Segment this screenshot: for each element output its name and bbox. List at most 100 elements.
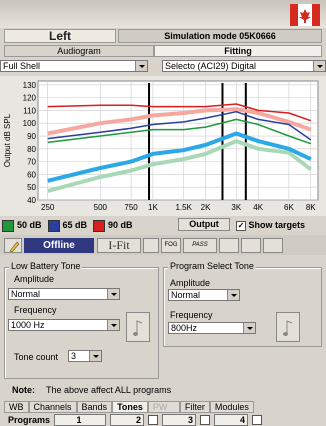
select[interactable]: 3 xyxy=(68,350,102,362)
dropdown-arrow xyxy=(243,323,255,333)
checkbox[interactable] xyxy=(252,415,262,425)
y-tick-label: 70 xyxy=(27,158,36,167)
header-bar xyxy=(0,0,326,28)
settings-button[interactable] xyxy=(263,238,283,253)
field-label: Amplitude xyxy=(170,278,211,288)
x-tick-label: 3K xyxy=(231,203,241,212)
legend-item: 50 dB xyxy=(2,219,42,232)
legend-label: 90 dB xyxy=(108,220,133,230)
select-value: Normal xyxy=(171,290,201,300)
dropdown-arrow xyxy=(313,61,325,71)
select[interactable]: Full Shell xyxy=(0,60,148,72)
x-tick-label: 1K xyxy=(148,203,158,212)
legend-swatch xyxy=(47,219,60,232)
field-label: Tone count xyxy=(14,352,59,362)
tab-active[interactable]: Fitting xyxy=(154,45,322,57)
select-value: Selecto (ACI29) Digital xyxy=(165,61,257,71)
legend-item: 65 dB xyxy=(47,219,88,232)
tab[interactable]: Filter xyxy=(179,401,210,413)
note-text: The above affect ALL programs xyxy=(46,385,172,395)
series-line xyxy=(47,110,312,141)
tab[interactable]: WB xyxy=(4,401,29,413)
select-value: 1000 Hz xyxy=(11,320,45,330)
tab[interactable]: Channels xyxy=(28,401,77,413)
checkbox[interactable] xyxy=(148,415,158,425)
y-tick-label: 110 xyxy=(23,106,36,115)
offline-button[interactable]: Offline xyxy=(24,238,94,253)
group-title: Program Select Tone xyxy=(168,261,256,271)
y-tick-label: 90 xyxy=(27,132,36,141)
x-tick-label: 4K xyxy=(253,203,263,212)
y-tick-label: 40 xyxy=(27,196,36,205)
program-button[interactable]: 3 xyxy=(162,414,196,426)
show-targets[interactable]: ✓ Show targets xyxy=(236,219,326,231)
series-line xyxy=(47,131,312,183)
legend-swatch xyxy=(93,219,106,232)
checkbox[interactable] xyxy=(200,415,210,425)
y-tick-label: 120 xyxy=(23,94,37,103)
edit-button[interactable] xyxy=(4,238,22,253)
legend-label: 50 dB xyxy=(17,220,42,230)
copy-button[interactable] xyxy=(143,238,159,253)
select-value: 3 xyxy=(71,351,77,361)
dropdown-arrow xyxy=(135,61,147,71)
tab-active[interactable]: Tones xyxy=(112,401,148,413)
field-label: Frequency xyxy=(170,310,213,320)
select[interactable]: Normal xyxy=(168,289,240,301)
field-label: Frequency xyxy=(14,305,57,315)
field-label: Amplitude xyxy=(14,274,55,284)
chart: 40 50 60 70 80 90 100 110 120 130 250 500 750 1K 1.5K 2… xyxy=(0,76,326,216)
undo-button[interactable] xyxy=(219,238,239,253)
dropdown-arrow xyxy=(227,290,239,300)
program-button[interactable]: 2 xyxy=(110,414,144,426)
x-tick-label: 1.5K xyxy=(175,203,192,212)
ifit-button[interactable]: I-Fit xyxy=(97,238,141,253)
group-title: Low Battery Tone xyxy=(9,261,83,271)
x-tick-label: 8K xyxy=(306,203,316,212)
tab[interactable]: PW xyxy=(147,401,180,413)
select-value: Full Shell xyxy=(3,61,41,71)
mode-label: Simulation mode 05K0666 xyxy=(118,29,322,43)
legend-swatch xyxy=(2,219,14,232)
programs-row: Programs 1 2 3 4 xyxy=(4,414,324,426)
tab[interactable]: Audiogram xyxy=(4,45,154,57)
fog-button[interactable]: FOG xyxy=(161,238,181,253)
ear-label: Left xyxy=(4,29,116,43)
x-tick-label: 250 xyxy=(41,203,55,212)
series-line xyxy=(47,118,312,145)
tab[interactable]: Modules xyxy=(209,401,254,413)
programs-label: Programs xyxy=(7,415,50,425)
y-tick-label: 60 xyxy=(27,170,36,179)
legend: 50 dB 65 dB 90 dB xyxy=(2,219,324,232)
series-line xyxy=(47,103,312,122)
program-button[interactable]: 4 xyxy=(214,414,248,426)
program-button[interactable]: 1 xyxy=(54,414,106,426)
x-tick-label: 6K xyxy=(284,203,294,212)
dropdown-arrow xyxy=(89,351,101,361)
note-label: Note: xyxy=(12,385,35,395)
legend-label: 65 dB xyxy=(62,220,88,230)
tab[interactable]: Bands xyxy=(76,401,113,413)
redo-button[interactable] xyxy=(241,238,261,253)
flag-icon xyxy=(290,4,320,26)
x-tick-label: 2K xyxy=(201,203,211,212)
legend-item: 90 dB xyxy=(93,219,133,232)
play-tone-button[interactable] xyxy=(276,312,300,342)
bottom-tabs: WB Channels Bands Tones PW Filter Modules xyxy=(4,401,254,413)
y-tick-label: 130 xyxy=(23,81,37,90)
pass-button[interactable]: PASS xyxy=(183,238,217,253)
dropdown-arrow xyxy=(107,320,119,330)
y-tick-label: 50 xyxy=(27,183,36,192)
x-tick-label: 500 xyxy=(94,203,108,212)
select[interactable]: Normal xyxy=(8,288,120,300)
select[interactable]: 1000 Hz xyxy=(8,319,120,331)
select[interactable]: Selecto (ACI29) Digital xyxy=(162,60,326,72)
dropdown-arrow xyxy=(107,289,119,299)
series-line xyxy=(47,107,312,136)
select-value: 800Hz xyxy=(171,323,198,333)
select[interactable]: 800Hz xyxy=(168,322,256,334)
output-button[interactable]: Output xyxy=(178,218,230,231)
checkbox[interactable]: ✓ xyxy=(236,220,246,231)
play-tone-button[interactable] xyxy=(126,312,150,342)
